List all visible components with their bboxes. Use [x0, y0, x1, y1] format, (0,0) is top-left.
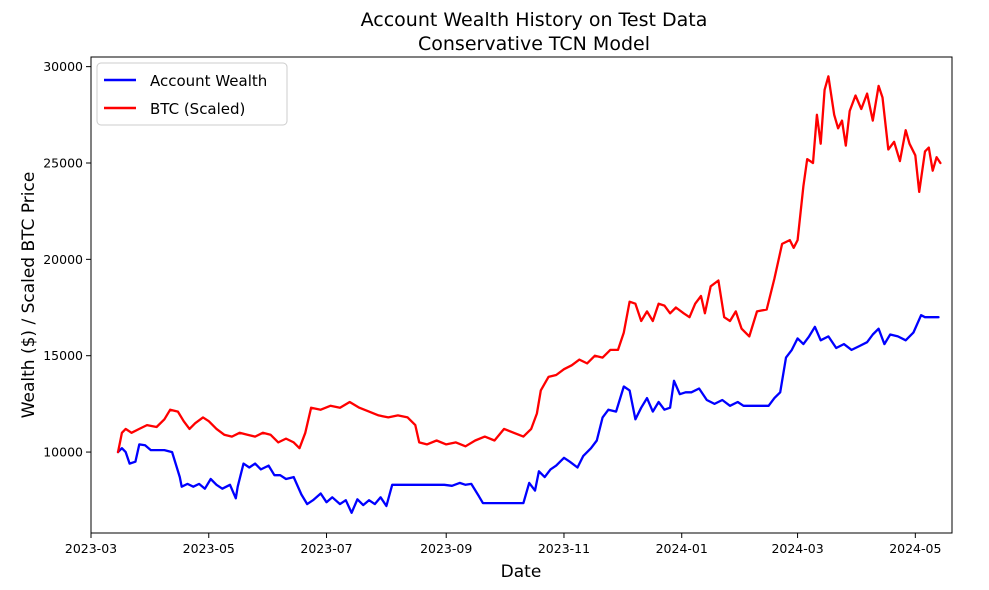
legend-label-btc-scaled: BTC (Scaled) [150, 100, 245, 118]
series-line-account-wealth [116, 314, 940, 514]
y-tick-label: 20000 [43, 252, 83, 267]
y-tick-label: 25000 [43, 155, 83, 170]
series-layer [116, 75, 942, 514]
x-tick-label: 2024-01 [656, 541, 708, 556]
chart-title: Account Wealth History on Test Data [361, 9, 708, 31]
x-tick-label: 2024-03 [771, 541, 823, 556]
chart-subtitle: Conservative TCN Model [418, 33, 650, 55]
x-tick-label: 2024-05 [889, 541, 941, 556]
x-axis: 2023-03 2023-05 2023-07 2023-09 2023-11 2024-… [65, 533, 941, 556]
y-axis: 10000 15000 20000 25000 30000 [43, 59, 91, 460]
x-tick-label: 2023-09 [420, 541, 472, 556]
legend-label-account-wealth: Account Wealth [150, 72, 267, 90]
y-axis-label: Wealth ($) / Scaled BTC Price [19, 172, 39, 419]
x-tick-label: 2023-03 [65, 541, 117, 556]
legend-box [96, 62, 288, 126]
x-tick-label: 2023-11 [538, 541, 590, 556]
y-tick-label: 10000 [43, 445, 83, 460]
y-tick-label: 30000 [43, 59, 83, 74]
x-tick-label: 2023-07 [300, 541, 352, 556]
legend: Account Wealth BTC (Scaled) [96, 62, 288, 126]
x-tick-label: 2023-05 [183, 541, 235, 556]
series-line-btc-scaled [116, 75, 942, 454]
x-axis-label: Date [501, 562, 542, 582]
plot-frame [90, 56, 953, 534]
y-tick-label: 15000 [43, 348, 83, 363]
